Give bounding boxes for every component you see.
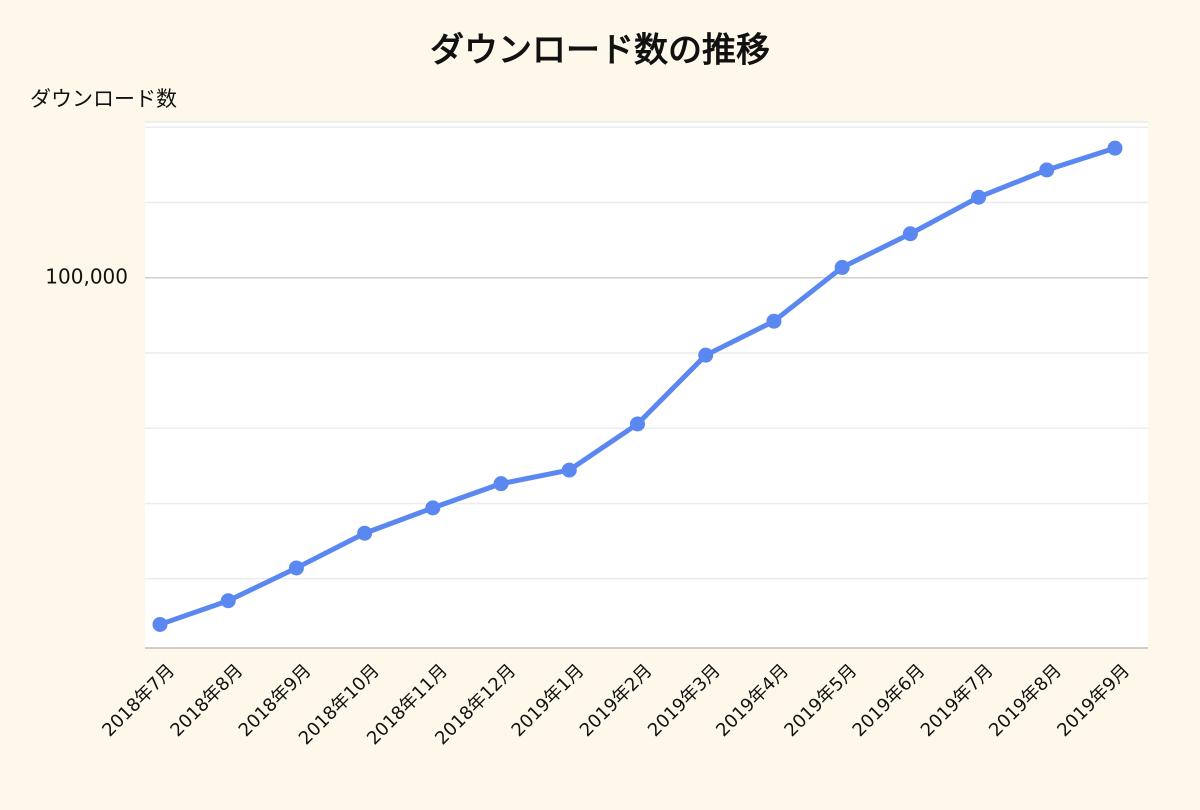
data-point (834, 259, 850, 275)
x-tick-label: 2018年8月 (166, 660, 247, 741)
data-point (766, 313, 782, 329)
data-point (1039, 162, 1055, 178)
x-tick-label: 2019年1月 (508, 660, 589, 741)
y-tick-label: 100,000 (45, 264, 128, 288)
data-point (288, 560, 304, 576)
data-point (425, 500, 441, 516)
data-point (630, 416, 645, 432)
data-point (357, 525, 373, 541)
data-point (561, 462, 577, 478)
x-tick-label: 2019年3月 (644, 660, 725, 741)
data-point (152, 616, 168, 632)
x-tick-label: 2019年8月 (985, 660, 1066, 741)
x-tick-label: 2019年7月 (917, 660, 998, 741)
x-tick-label: 2019年6月 (849, 660, 930, 741)
data-point (698, 347, 714, 363)
data-point (902, 226, 918, 242)
data-point (971, 189, 987, 205)
x-tick-label: 2019年9月 (1053, 660, 1134, 741)
data-point (220, 593, 236, 609)
x-tick-label: 2018年7月 (98, 660, 179, 741)
x-tick-label: 2019年5月 (780, 660, 861, 741)
data-point (1107, 140, 1123, 156)
x-tick-label: 2019年4月 (712, 660, 793, 741)
data-point (493, 476, 509, 492)
x-tick-label: 2019年2月 (576, 660, 657, 741)
y-axis-title: ダウンロード数 (30, 87, 177, 111)
chart-title: ダウンロード数の推移 (430, 31, 770, 71)
